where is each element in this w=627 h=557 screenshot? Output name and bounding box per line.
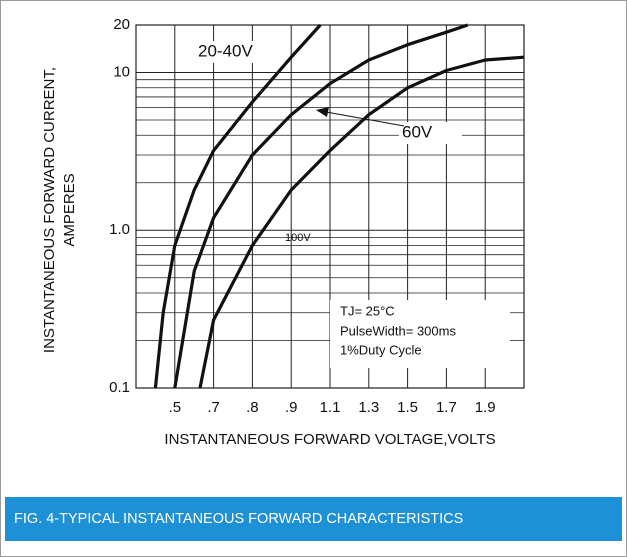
series-line	[153, 23, 322, 389]
x-tick-label: .5	[169, 399, 182, 416]
series-label: 20-40V	[198, 41, 253, 60]
x-tick-label: .9	[285, 399, 298, 416]
note-box	[330, 300, 510, 368]
y-tick-label: 10	[113, 63, 130, 80]
arrow-head	[316, 107, 329, 117]
y-tick-label: 1.0	[109, 221, 130, 238]
label-bg	[195, 41, 258, 63]
x-tick-label: 1.5	[397, 399, 418, 416]
x-tick-label: .8	[246, 399, 259, 416]
footer-bar	[5, 497, 622, 541]
y-tick-label: 0.1	[109, 379, 130, 396]
chart-title: FIG. 4-TYPICAL INSTANTANEOUS FORWARD CHA…	[14, 511, 463, 527]
note: 1%Duty Cycle	[340, 342, 422, 357]
y-tick-label: 20	[113, 16, 130, 33]
x-tick-label: 1.1	[320, 399, 341, 416]
series-label: 100V	[285, 232, 311, 244]
note: PulseWidth= 300ms	[340, 323, 456, 338]
note: TJ= 25°C	[340, 303, 395, 318]
x-tick-label: 1.7	[436, 399, 457, 416]
plot-border	[135, 24, 525, 389]
series-line	[173, 23, 469, 389]
label-bg	[399, 122, 462, 144]
arrow	[325, 111, 405, 127]
x-tick-label: .7	[207, 399, 220, 416]
y-axis-label: AMPERES	[61, 173, 78, 246]
x-tick-label: 1.9	[475, 399, 496, 416]
series-label: 60V	[402, 122, 433, 141]
x-tick-label: 1.3	[358, 399, 379, 416]
series-line	[198, 55, 525, 389]
x-axis-label: INSTANTANEOUS FORWARD VOLTAGE,VOLTS	[164, 431, 495, 448]
y-axis-label: INSTANTANEOUS FORWARD CURRENT,	[41, 67, 58, 353]
